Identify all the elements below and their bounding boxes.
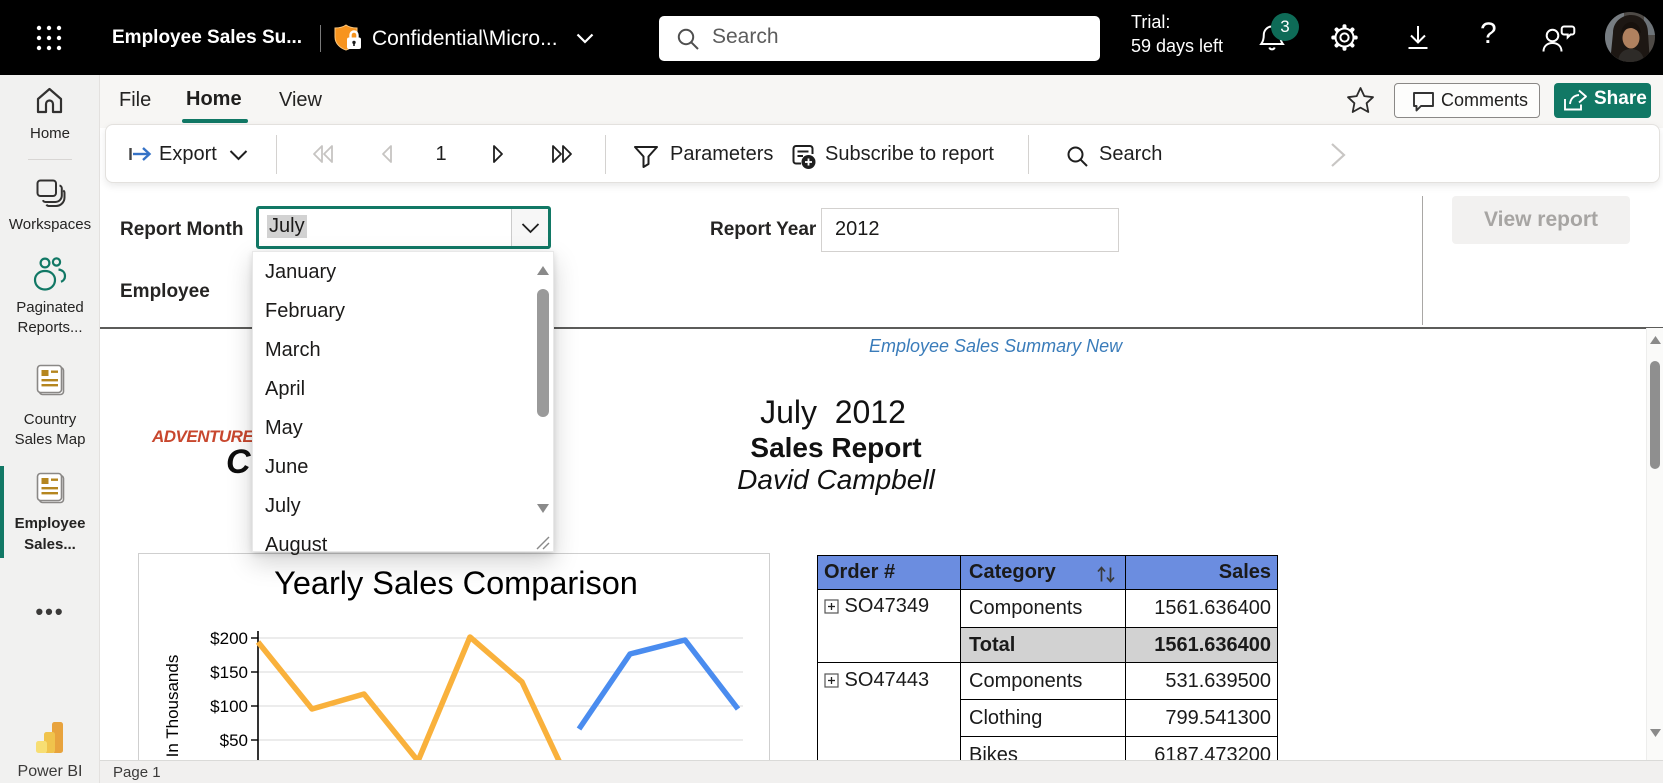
svg-text:$200: $200 xyxy=(210,629,248,648)
svg-text:$50: $50 xyxy=(220,731,248,750)
svg-text:In Thousands: In Thousands xyxy=(163,655,182,758)
svg-text:Yearly Sales Comparison: Yearly Sales Comparison xyxy=(274,565,638,601)
svg-text:$150: $150 xyxy=(210,663,248,682)
svg-text:$100: $100 xyxy=(210,697,248,716)
